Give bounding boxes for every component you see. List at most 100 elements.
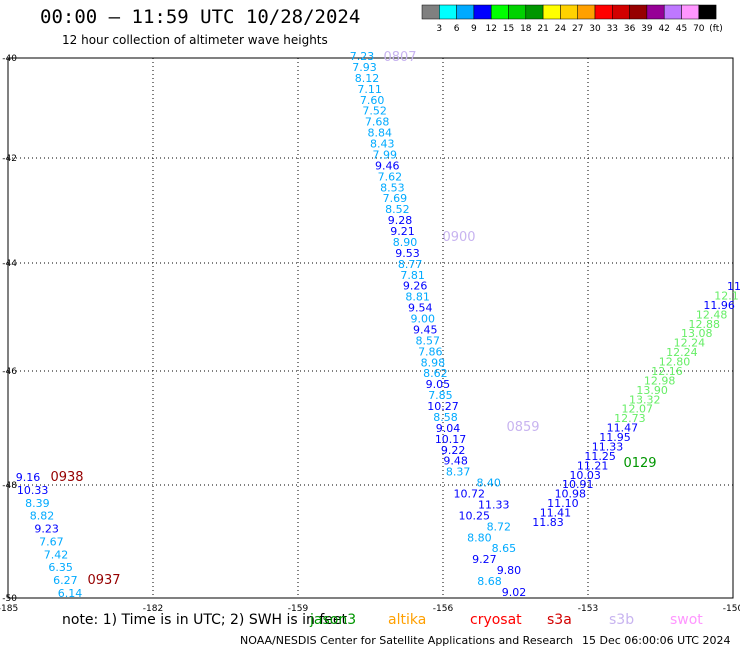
wave-height-value: 12.98 [644, 374, 676, 387]
page-title: 00:00 – 11:59 UTC 10/28/2024 [40, 6, 361, 28]
wave-height-value: 10.33 [17, 484, 49, 497]
longitude-tick-label: -185 [0, 604, 18, 614]
wave-height-value: 7.52 [362, 105, 387, 118]
latitude-tick-label: -44 [2, 259, 17, 269]
wave-height-value: 8.68 [477, 575, 502, 588]
pass-time-label: 0129 [623, 456, 656, 471]
pass-time-label: 0859 [506, 420, 539, 435]
wave-height-value: 11.47 [607, 422, 639, 435]
wave-height-value: 9.21 [390, 225, 415, 238]
wave-height-value: 8.65 [492, 542, 517, 555]
wave-height-value: 8.53 [380, 181, 405, 194]
wave-height-value: 9.27 [472, 553, 497, 566]
wave-height-value: 6.35 [48, 561, 73, 574]
wave-height-value: 8.39 [25, 497, 50, 510]
wave-height-value: 8.98 [421, 356, 446, 369]
wave-height-value: 9.54 [408, 302, 433, 315]
wave-height-value: 8.57 [416, 334, 441, 347]
colorbar-tick-label: 9 [471, 24, 477, 34]
wave-height-value: 9.02 [502, 586, 527, 599]
colorbar-tick-label: 24 [555, 24, 567, 34]
wave-height-value: 7.42 [44, 548, 69, 561]
wave-height-value: 12.73 [614, 412, 646, 425]
wave-height-value: 9.48 [443, 455, 468, 468]
colorbar-unit: (ft) [709, 24, 723, 34]
colorbar-tick-label: 21 [537, 24, 548, 34]
wave-height-value: 10.98 [555, 488, 587, 501]
wave-height-value: 12.16 [651, 365, 683, 378]
latitude-tick-label: -48 [2, 481, 17, 491]
latitude-tick-label: -46 [2, 367, 17, 377]
footnote: note: 1) Time is in UTC; 2) SWH is in fe… [62, 612, 348, 628]
colorbar-tick-label: 18 [520, 24, 532, 34]
wave-height-value: 8.37 [446, 466, 471, 479]
wave-height-value: 8.80 [467, 531, 492, 544]
wave-height-value: 12.88 [688, 318, 720, 331]
wave-height-value: 10.27 [427, 400, 459, 413]
wave-height-value: 9.16 [16, 471, 41, 484]
colorbar-tick-label: 27 [572, 24, 583, 34]
wave-height-value: 10.17 [435, 433, 467, 446]
wave-height-value: 12.07 [622, 403, 654, 416]
colorbar-tick-label: 30 [589, 24, 601, 34]
colorbar-legend: 3 6 9 12 15 18 21 24 27 30 33 36 39 42 45 70 (ft) [421, 4, 723, 34]
wave-height-value: 9.04 [436, 422, 461, 435]
longitude-tick-label: -150 [723, 604, 740, 614]
wave-height-value: 8.72 [487, 520, 512, 533]
page-subtitle: 12 hour collection of altimeter wave hei… [62, 33, 328, 47]
colorbar-tick-label: 6 [454, 24, 460, 34]
wave-height-value: 9.45 [413, 323, 438, 336]
wave-height-value: 13.08 [681, 327, 713, 340]
wave-height-value: 8.62 [423, 367, 448, 380]
wave-height-value: 11.41 [540, 507, 572, 520]
longitude-tick-label: -156 [433, 604, 454, 614]
wave-height-value: 8.90 [393, 236, 418, 249]
pass-time-label: 0807 [383, 50, 416, 65]
colorbar-swatch [698, 4, 717, 20]
latitude-tick-label: -50 [2, 594, 17, 604]
wave-height-value: 9.80 [497, 564, 522, 577]
wave-height-value: 11.33 [478, 498, 510, 511]
legend-item-s3a: s3a [547, 612, 572, 628]
wave-height-value: 13.90 [636, 384, 668, 397]
wave-height-value: 11.95 [599, 431, 631, 444]
wave-height-value: 10.25 [459, 509, 491, 522]
colorbar-tick-label: 36 [624, 24, 636, 34]
pass-time-label: 0900 [442, 230, 475, 245]
wave-height-value: 7.60 [360, 94, 385, 107]
pass-time-label: 0938 [50, 470, 83, 485]
wave-height-value: 9.28 [388, 214, 413, 227]
wave-height-value: 9.46 [375, 159, 400, 172]
latitude-tick-label: -42 [2, 154, 17, 164]
wave-height-value: 9.23 [34, 523, 59, 536]
wave-height-value: 7.69 [383, 192, 408, 205]
wave-height-value: 11.10 [547, 497, 579, 510]
colorbar-tick-label: 3 [436, 24, 442, 34]
colorbar-tick-label: 45 [676, 24, 687, 34]
legend-item-s3b: s3b [609, 612, 635, 628]
wave-height-value: 11 [727, 280, 740, 293]
wave-height-value: 11.96 [703, 299, 735, 312]
wave-height-value: 10.03 [569, 469, 601, 482]
wave-height-value: 7.99 [373, 148, 398, 161]
wave-height-value: 11.83 [532, 516, 564, 529]
wave-height-value: 7.11 [357, 83, 382, 96]
wave-height-value: 12.48 [696, 308, 728, 321]
wave-height-value: 13.32 [629, 393, 661, 406]
wave-height-value: 11.25 [584, 450, 616, 463]
wave-height-value: 10.72 [453, 488, 485, 501]
wave-height-value: 8.52 [385, 203, 410, 216]
colorbar-tick-label: 33 [607, 24, 618, 34]
wave-height-value: 11.33 [592, 440, 624, 453]
colorbar-tick-label: 15 [503, 24, 514, 34]
wave-height-value: 7.67 [39, 535, 64, 548]
wave-height-value: 8.82 [30, 510, 55, 523]
wave-height-value: 7.62 [378, 170, 403, 183]
colorbar-tick-label: 42 [658, 24, 669, 34]
wave-height-value: 12.24 [666, 346, 698, 359]
credit-line: NOAA/NESDIS Center for Satellite Applica… [240, 634, 574, 647]
wave-height-value: 9.05 [426, 378, 451, 391]
wave-height-value: 10.91 [562, 478, 594, 491]
